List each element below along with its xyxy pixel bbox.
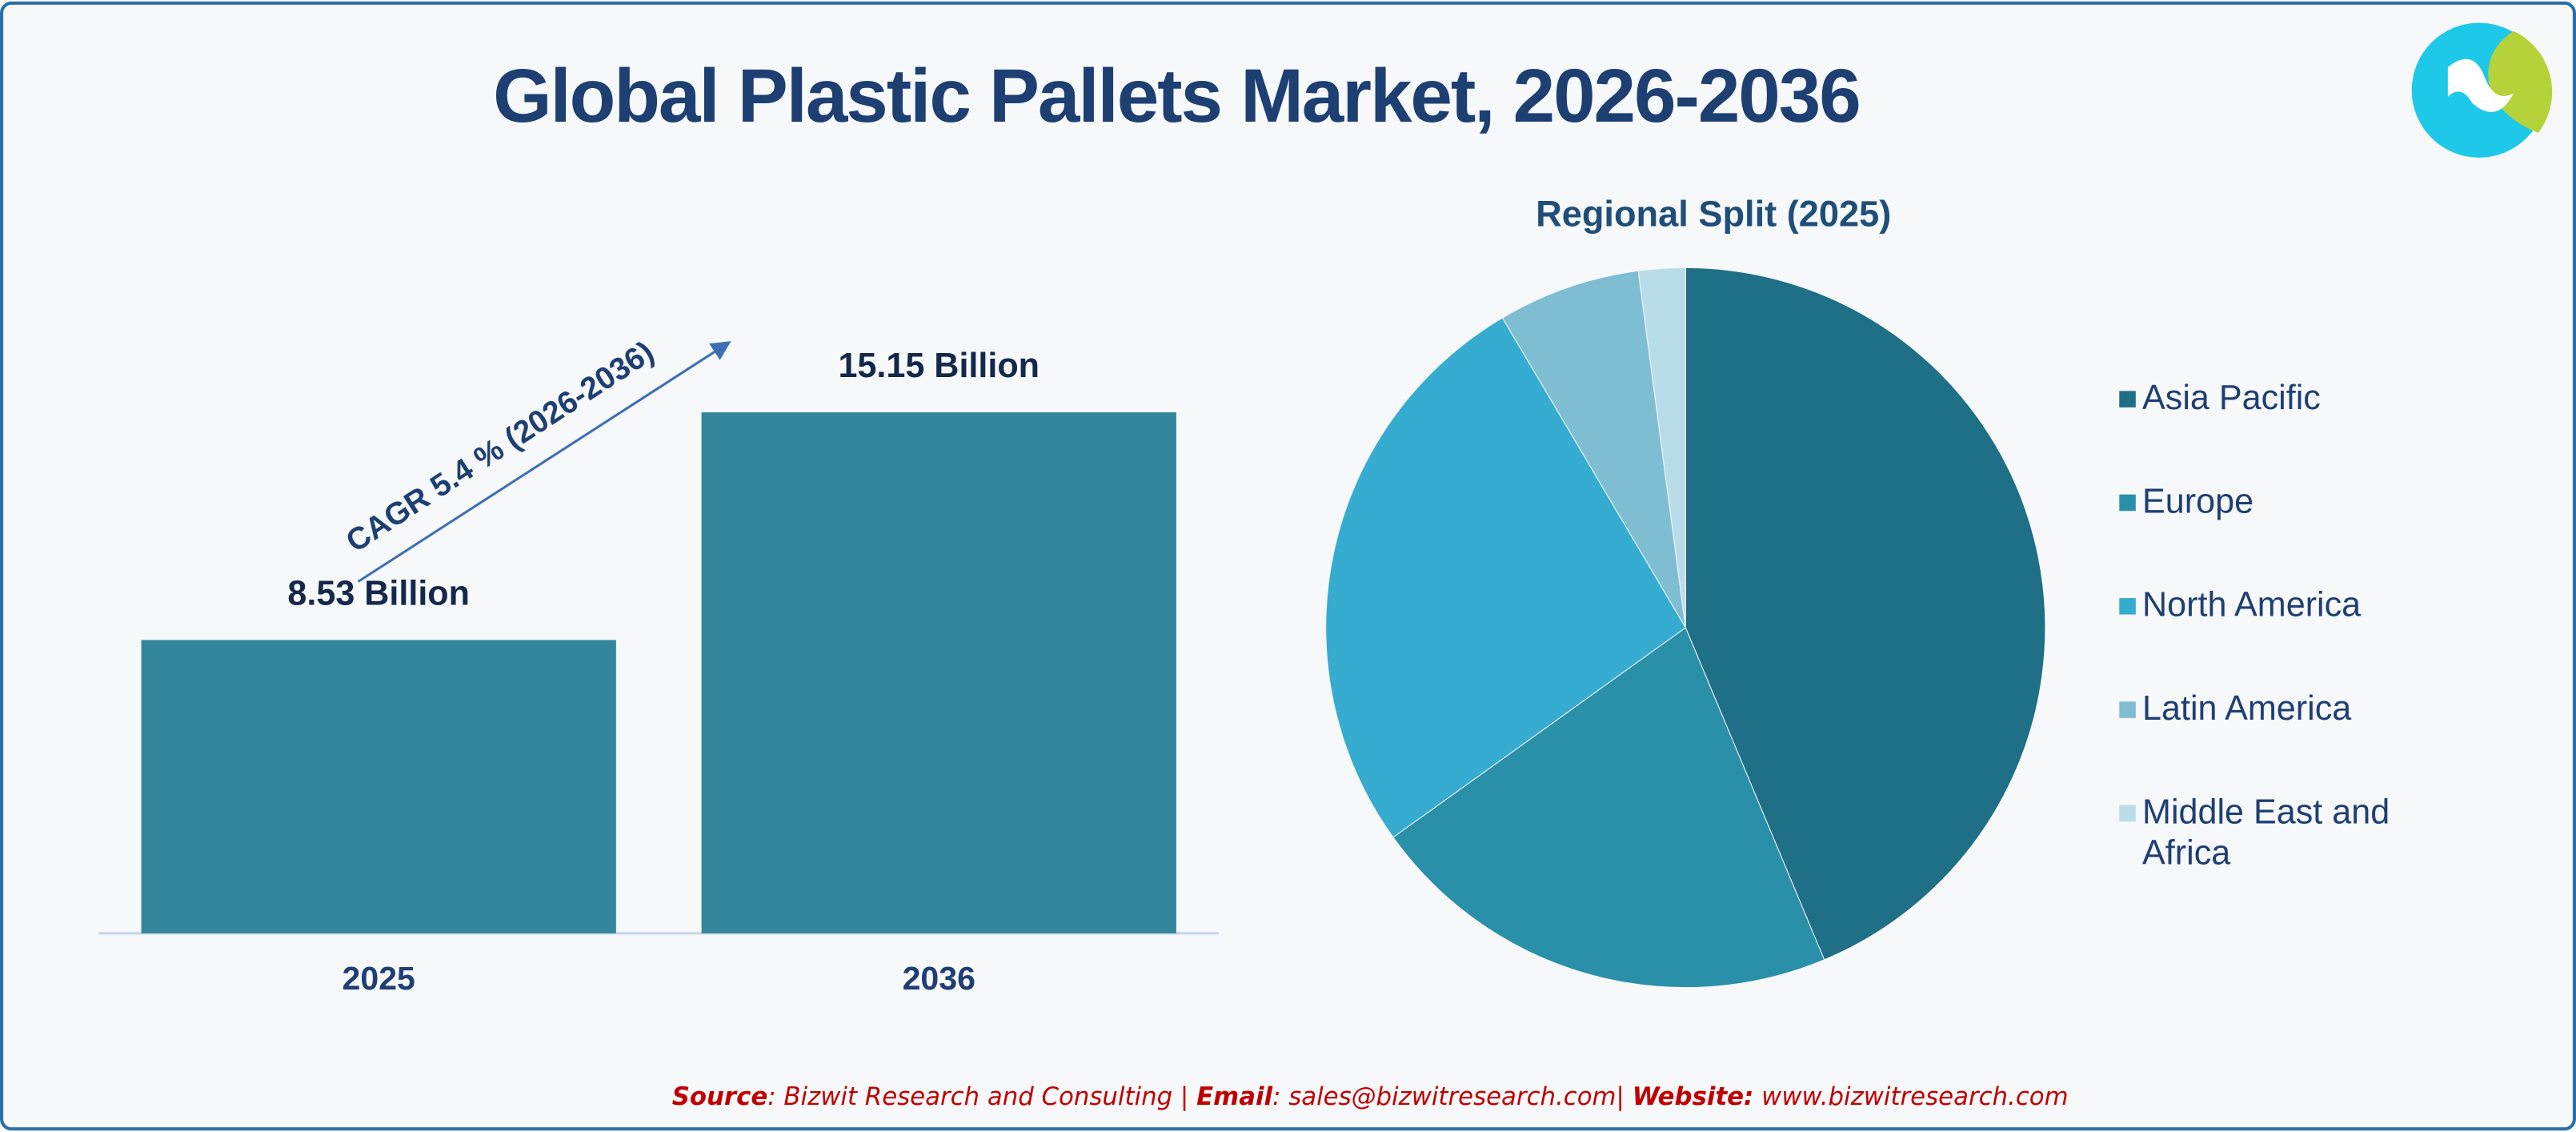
legend-swatch — [2119, 701, 2136, 718]
legend-entry: Latin America — [2142, 689, 2352, 729]
legend-swatch — [2119, 805, 2136, 822]
legend-swatch — [2119, 598, 2136, 615]
footer-text: www.bizwitresearch.com — [1753, 1082, 2068, 1111]
bar — [701, 412, 1176, 933]
footer-text: : Bizwit Research and Consulting | — [767, 1082, 1196, 1111]
legend-entry: Middle East and Africa — [2142, 793, 2390, 873]
legend-swatch — [2119, 391, 2136, 407]
pie-title: Regional Split (2025) — [1536, 194, 1891, 235]
legend-label: Latin America — [2142, 689, 2352, 729]
value-label: 15.15 Billion — [838, 347, 1040, 385]
legend-swatch — [2119, 494, 2136, 512]
legend-entry: North America — [2142, 586, 2362, 624]
footer-label: Website: — [1633, 1082, 1754, 1111]
x-tick-label: 2036 — [903, 960, 976, 997]
legend-entry: Asia Pacific — [2142, 379, 2321, 418]
legend-label: Asia Pacific — [2142, 379, 2321, 418]
x-tick-label: 2025 — [343, 960, 415, 997]
pie-slice — [1325, 317, 1686, 838]
legend-label: North America — [2142, 586, 2362, 624]
page-title: Global Plastic Pallets Market, 2026-2036 — [493, 54, 1860, 138]
footer-label: Source — [672, 1082, 768, 1111]
footer: Source: Bizwit Research and Consulting |… — [672, 1082, 2069, 1111]
legend-label: Europe — [2142, 483, 2254, 521]
bar — [141, 640, 616, 933]
pie-slice — [1501, 270, 1686, 628]
pie-slice — [1392, 627, 1825, 989]
value-label: 8.53 Billion — [287, 574, 470, 612]
footer-label: Email — [1196, 1082, 1272, 1111]
footer-text: : sales@bizwitresearch.com| — [1272, 1082, 1633, 1111]
legend-entry: Europe — [2142, 483, 2254, 521]
legend-label: Middle East and Africa — [2142, 793, 2390, 873]
pie-slice — [1685, 267, 2046, 961]
cagr-arrow — [357, 341, 731, 583]
logo — [2411, 22, 2553, 158]
pie-slice — [1637, 267, 1686, 628]
